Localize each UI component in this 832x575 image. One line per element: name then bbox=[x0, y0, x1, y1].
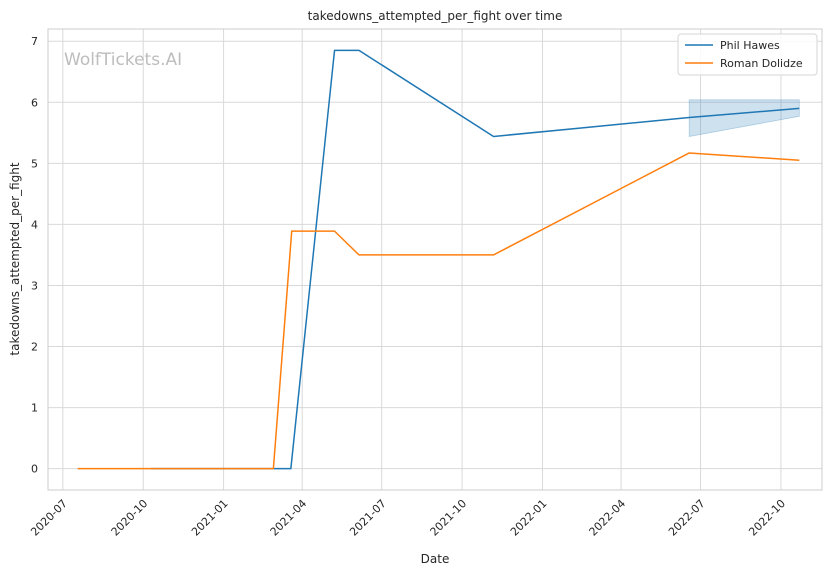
series-lines bbox=[77, 49, 800, 470]
series-line-phil-hawes bbox=[151, 49, 800, 470]
x-tick-label: 2020-07 bbox=[28, 497, 70, 539]
y-tick-label: 1 bbox=[31, 402, 38, 415]
series-line-roman-dolidze bbox=[77, 152, 800, 470]
x-tick-label: 2022-10 bbox=[746, 497, 788, 539]
x-tick-label: 2022-01 bbox=[508, 497, 550, 539]
x-axis-label: Date bbox=[421, 552, 450, 566]
x-tick-label: 2021-01 bbox=[189, 497, 231, 539]
y-tick-label: 5 bbox=[31, 157, 38, 170]
grid bbox=[48, 29, 822, 490]
x-tick-label: 2020-10 bbox=[109, 497, 151, 539]
legend-label-phil-hawes: Phil Hawes bbox=[720, 39, 780, 52]
chart-title: takedowns_attempted_per_fight over time bbox=[308, 9, 563, 23]
y-tick-label: 7 bbox=[31, 35, 38, 48]
y-tick-label: 2 bbox=[31, 341, 38, 354]
x-tick-label: 2022-04 bbox=[586, 497, 628, 539]
x-tick-labels: 2020-07 2020-10 2021-01 2021-04 2021-07 2021-… bbox=[28, 497, 788, 539]
confidence-band-phil-hawes bbox=[688, 99, 800, 137]
y-tick-labels: 0 1 2 3 4 5 6 7 bbox=[31, 35, 38, 475]
confidence-bands bbox=[688, 99, 800, 137]
y-tick-label: 4 bbox=[31, 218, 38, 231]
y-axis-label: takedowns_attempted_per_fight bbox=[8, 162, 22, 355]
x-tick-label: 2021-07 bbox=[347, 497, 389, 539]
legend: Phil Hawes Roman Dolidze bbox=[677, 33, 818, 76]
x-tick-label: 2021-04 bbox=[268, 497, 310, 539]
plot-frame bbox=[47, 28, 823, 491]
legend-label-roman-dolidze: Roman Dolidze bbox=[720, 57, 803, 70]
watermark: WolfTickets.AI bbox=[64, 50, 182, 70]
y-tick-label: 6 bbox=[31, 96, 38, 109]
y-tick-label: 0 bbox=[31, 463, 38, 476]
x-tick-label: 2021-10 bbox=[428, 497, 470, 539]
y-tick-label: 3 bbox=[31, 279, 38, 292]
x-tick-label: 2022-07 bbox=[666, 497, 708, 539]
